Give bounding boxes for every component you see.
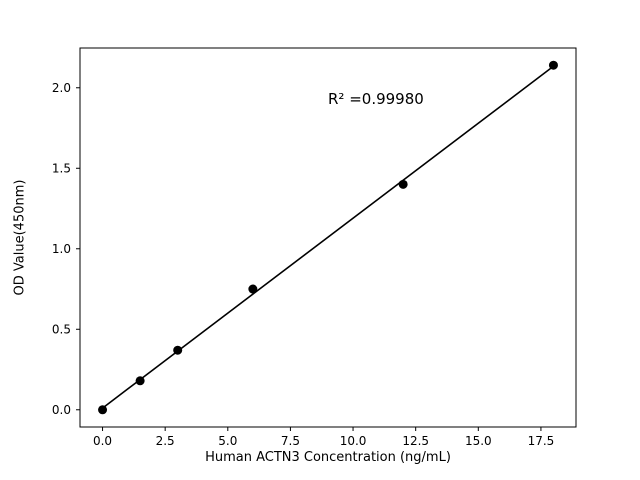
axes-box — [79, 47, 577, 428]
x-tick-label: 15.0 — [465, 434, 492, 448]
x-tick-label: 5.0 — [218, 434, 237, 448]
data-point — [398, 179, 408, 189]
y-tick-label: 0.0 — [52, 403, 71, 417]
x-tick-label: 12.5 — [402, 434, 429, 448]
data-point — [135, 376, 145, 386]
data-point — [173, 345, 183, 355]
data-point — [98, 405, 108, 415]
y-tick-label: 1.0 — [52, 242, 71, 256]
y-tick-label: 0.5 — [52, 322, 71, 336]
data-point — [248, 284, 258, 294]
y-tick-label: 1.5 — [52, 161, 71, 175]
fit-line — [102, 65, 554, 409]
x-tick-label: 0.0 — [93, 434, 112, 448]
y-tick-label: 2.0 — [52, 81, 71, 95]
x-tick-label: 17.5 — [528, 434, 555, 448]
x-tick-label: 10.0 — [340, 434, 367, 448]
y-axis-label: OD Value(450nm) — [12, 179, 28, 296]
x-tick-label: 2.5 — [156, 434, 175, 448]
data-point — [548, 60, 558, 70]
r-squared-annotation: R² =0.99980 — [328, 90, 424, 108]
x-tick-label: 7.5 — [281, 434, 300, 448]
x-axis-label: Human ACTN3 Concentration (ng/mL) — [205, 450, 451, 465]
